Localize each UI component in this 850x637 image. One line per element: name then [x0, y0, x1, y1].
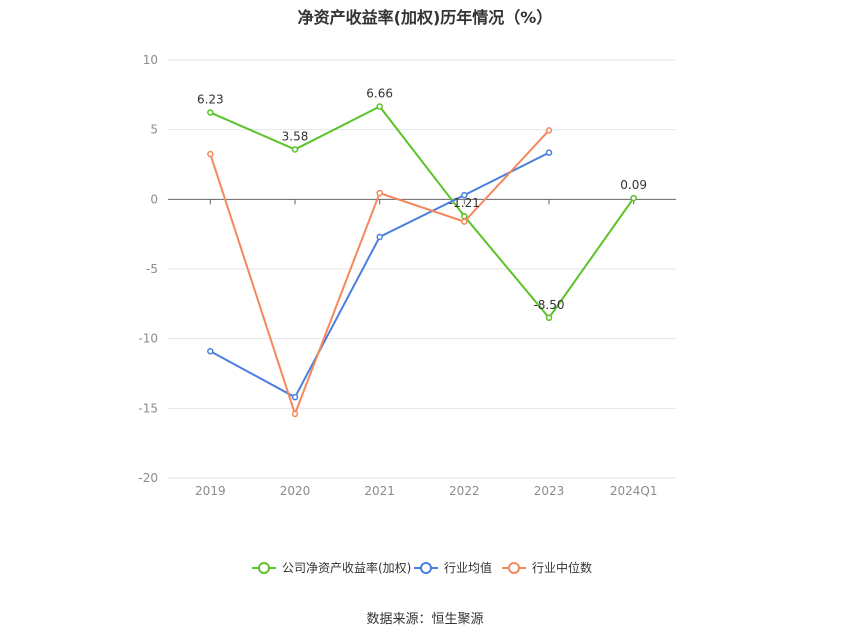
series-line-2: [209, 129, 550, 415]
x-axis: 2019 2020 2021 2022 2023 2024Q1: [195, 199, 657, 498]
data-point-1[interactable]: [376, 233, 383, 241]
legend-label: 公司净资产收益率(加权): [282, 560, 411, 575]
data-point-0[interactable]: [461, 212, 468, 220]
x-tick-label: 2022: [449, 484, 480, 498]
data-label: -1.21: [449, 196, 480, 210]
y-axis: 10 5 0 -5 -10 -15 -20: [138, 53, 158, 485]
data-point-2[interactable]: [291, 410, 299, 418]
legend-label: 行业中位数: [532, 560, 592, 575]
data-label: 6.23: [197, 93, 224, 107]
y-tick-label: 10: [143, 53, 158, 67]
legend[interactable]: 公司净资产收益率(加权) 行业均值 行业中位数: [252, 560, 592, 575]
y-tick-label: -20: [138, 471, 158, 485]
legend-item-2[interactable]: 行业中位数: [502, 560, 592, 575]
legend-label: 行业均值: [444, 560, 492, 575]
data-point-1[interactable]: [207, 347, 214, 355]
x-tick-label: 2019: [195, 484, 226, 498]
data-point-1[interactable]: [461, 191, 468, 199]
data-point-0[interactable]: [630, 194, 637, 202]
data-point-2[interactable]: [376, 189, 383, 197]
grid-lines: [168, 59, 676, 479]
data-labels: 6.23 3.58 6.66 -1.21 -8.50 0.09: [197, 87, 647, 312]
data-point-0[interactable]: [291, 146, 299, 153]
x-tick-label: 2024Q1: [610, 484, 658, 498]
legend-item-1[interactable]: 行业均值: [414, 560, 492, 575]
y-tick-label: 5: [150, 123, 158, 137]
data-point-2[interactable]: [207, 150, 214, 158]
data-point-1[interactable]: [291, 393, 299, 401]
data-point-0[interactable]: [545, 314, 553, 322]
series-group: [207, 103, 637, 418]
x-tick-label: 2023: [534, 484, 565, 498]
data-source: 数据来源：恒生聚源: [366, 612, 484, 627]
data-label: 6.66: [366, 87, 393, 101]
data-label: 3.58: [282, 129, 309, 143]
line-chart: 10 5 0 -5 -10 -15 -20 2019 2020 2021 2022 2023 2024…: [138, 53, 676, 575]
series-line-1: [209, 151, 550, 399]
data-point-0[interactable]: [207, 109, 214, 116]
data-label: 0.09: [620, 178, 647, 192]
y-tick-label: 0: [150, 192, 158, 206]
legend-marker: [258, 562, 270, 574]
x-tick-label: 2020: [280, 484, 311, 498]
legend-item-0[interactable]: 公司净资产收益率(加权): [252, 560, 411, 575]
legend-marker: [420, 562, 432, 574]
chart-title: 净资产收益率(加权)历年情况（%）: [297, 8, 553, 27]
data-point-2[interactable]: [461, 218, 468, 225]
data-point-1[interactable]: [545, 149, 553, 156]
y-tick-label: -15: [138, 401, 158, 415]
x-tick-label: 2021: [364, 484, 395, 498]
data-point-2[interactable]: [545, 127, 553, 134]
y-tick-label: -5: [146, 262, 158, 276]
data-label: -8.50: [533, 298, 564, 312]
legend-marker: [508, 562, 520, 574]
series-line-0: [209, 105, 635, 319]
data-point-0[interactable]: [376, 103, 383, 110]
y-tick-label: -10: [138, 332, 158, 346]
